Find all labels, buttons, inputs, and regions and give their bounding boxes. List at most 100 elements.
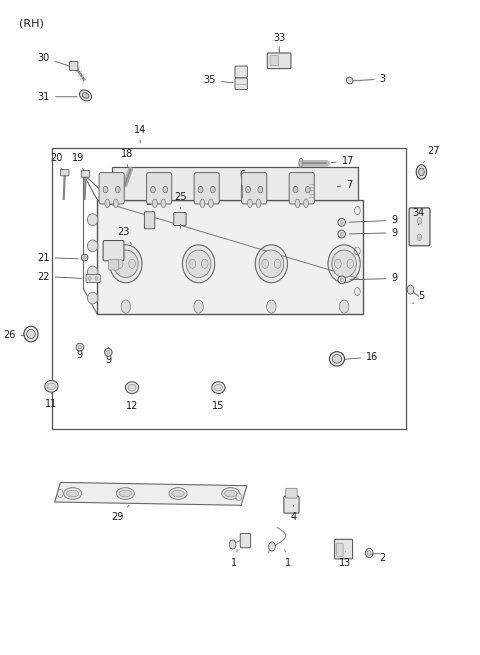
Text: 22: 22 xyxy=(37,272,81,282)
Circle shape xyxy=(258,186,263,193)
Bar xyxy=(52,148,406,429)
FancyBboxPatch shape xyxy=(289,173,314,204)
Circle shape xyxy=(274,259,281,269)
Text: 9: 9 xyxy=(349,228,397,238)
Circle shape xyxy=(293,186,298,193)
Text: 25: 25 xyxy=(174,192,187,208)
Text: (RH): (RH) xyxy=(19,19,44,29)
Text: 26: 26 xyxy=(3,330,25,341)
Ellipse shape xyxy=(81,254,88,261)
Circle shape xyxy=(269,542,276,551)
Ellipse shape xyxy=(347,77,353,84)
FancyBboxPatch shape xyxy=(112,168,359,200)
Ellipse shape xyxy=(87,292,98,304)
Text: 9: 9 xyxy=(105,347,111,365)
Circle shape xyxy=(103,186,108,193)
Ellipse shape xyxy=(256,199,261,208)
Ellipse shape xyxy=(212,382,225,394)
Circle shape xyxy=(78,345,81,349)
Ellipse shape xyxy=(328,245,360,283)
Text: 31: 31 xyxy=(38,92,77,102)
Ellipse shape xyxy=(338,230,346,238)
FancyBboxPatch shape xyxy=(286,488,297,498)
FancyBboxPatch shape xyxy=(146,173,172,204)
Circle shape xyxy=(229,540,236,549)
FancyBboxPatch shape xyxy=(241,173,267,204)
Circle shape xyxy=(335,259,341,269)
Circle shape xyxy=(407,285,414,294)
FancyBboxPatch shape xyxy=(70,62,78,71)
Text: 9: 9 xyxy=(77,345,83,360)
Circle shape xyxy=(88,276,91,280)
Circle shape xyxy=(58,489,63,497)
Circle shape xyxy=(210,186,215,193)
Ellipse shape xyxy=(259,250,284,278)
Ellipse shape xyxy=(209,199,213,208)
Ellipse shape xyxy=(215,384,222,391)
Circle shape xyxy=(95,276,98,280)
Text: 20: 20 xyxy=(50,153,62,171)
Circle shape xyxy=(107,350,110,354)
Ellipse shape xyxy=(82,92,89,98)
Ellipse shape xyxy=(186,250,211,278)
FancyBboxPatch shape xyxy=(144,212,155,229)
Ellipse shape xyxy=(329,352,345,366)
FancyBboxPatch shape xyxy=(60,170,69,176)
Text: 5: 5 xyxy=(413,291,425,303)
FancyBboxPatch shape xyxy=(86,274,100,282)
Text: 23: 23 xyxy=(117,227,132,244)
Circle shape xyxy=(198,186,203,193)
Circle shape xyxy=(266,300,276,313)
Circle shape xyxy=(246,186,251,193)
Ellipse shape xyxy=(87,266,98,278)
FancyBboxPatch shape xyxy=(108,259,119,270)
FancyBboxPatch shape xyxy=(270,56,278,66)
Text: 21: 21 xyxy=(37,253,78,263)
Ellipse shape xyxy=(105,348,112,356)
Circle shape xyxy=(163,186,168,193)
Circle shape xyxy=(236,493,241,500)
Ellipse shape xyxy=(338,218,346,226)
Text: 15: 15 xyxy=(212,395,225,411)
Text: 14: 14 xyxy=(134,124,146,143)
Ellipse shape xyxy=(295,199,300,208)
Text: 19: 19 xyxy=(72,153,84,171)
Text: 6: 6 xyxy=(239,170,245,187)
Text: 18: 18 xyxy=(121,149,133,166)
Ellipse shape xyxy=(67,490,79,496)
Ellipse shape xyxy=(169,487,187,499)
Circle shape xyxy=(121,300,131,313)
Text: 11: 11 xyxy=(45,394,58,409)
Ellipse shape xyxy=(222,487,240,499)
Circle shape xyxy=(202,259,208,269)
Text: 1: 1 xyxy=(231,550,237,568)
Ellipse shape xyxy=(80,90,92,101)
Ellipse shape xyxy=(225,490,237,496)
Ellipse shape xyxy=(367,551,371,555)
Ellipse shape xyxy=(45,381,58,392)
Ellipse shape xyxy=(116,487,134,499)
Ellipse shape xyxy=(76,343,84,351)
Ellipse shape xyxy=(172,490,184,496)
Circle shape xyxy=(417,217,422,224)
Ellipse shape xyxy=(105,199,110,208)
Circle shape xyxy=(262,259,268,269)
Ellipse shape xyxy=(200,199,205,208)
FancyBboxPatch shape xyxy=(335,539,353,559)
Circle shape xyxy=(417,234,422,240)
Ellipse shape xyxy=(419,168,424,176)
FancyBboxPatch shape xyxy=(174,212,186,225)
Ellipse shape xyxy=(87,214,98,225)
Text: 9: 9 xyxy=(350,274,397,284)
Text: 1: 1 xyxy=(285,550,291,568)
Text: 2: 2 xyxy=(372,553,386,563)
Ellipse shape xyxy=(365,548,373,557)
Circle shape xyxy=(340,278,343,282)
Circle shape xyxy=(306,186,310,193)
Text: 30: 30 xyxy=(38,53,71,67)
Ellipse shape xyxy=(255,245,288,283)
Ellipse shape xyxy=(161,199,166,208)
Text: 29: 29 xyxy=(112,505,129,522)
Polygon shape xyxy=(55,482,247,505)
FancyBboxPatch shape xyxy=(240,533,251,548)
